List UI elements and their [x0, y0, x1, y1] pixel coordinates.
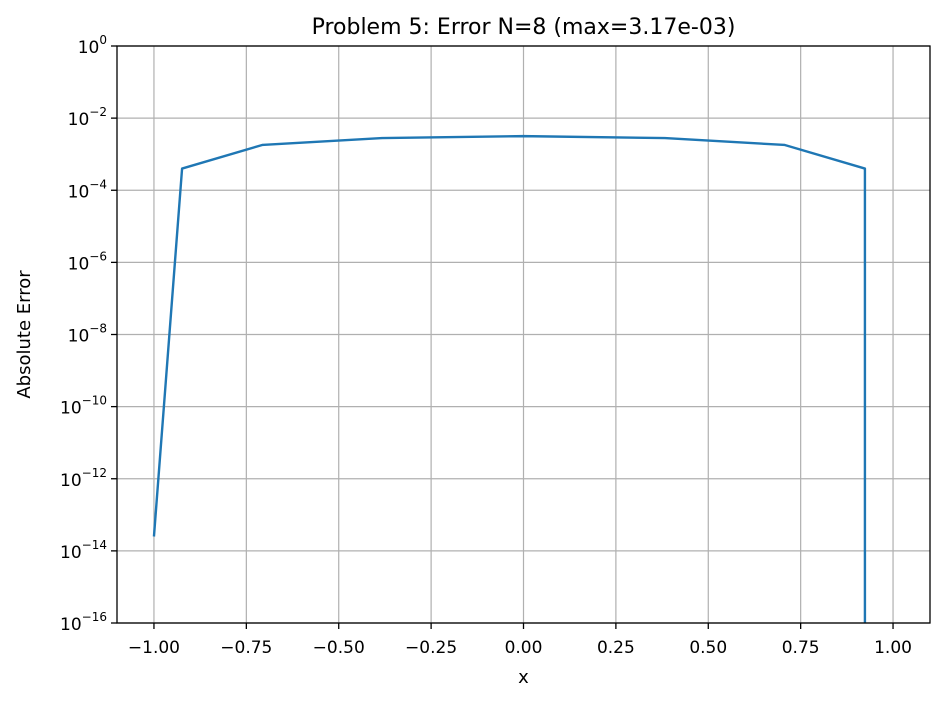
y-tick-label: 10−4 — [68, 177, 107, 202]
x-tick-label: −0.25 — [405, 638, 457, 658]
x-tick-label: −0.50 — [313, 638, 365, 658]
y-tick-label: 10−10 — [60, 394, 107, 419]
x-tick-label: 0.25 — [597, 638, 635, 658]
series-layer — [152, 134, 867, 623]
error-series-line — [152, 134, 867, 623]
grid-lines — [117, 45, 930, 624]
x-tick-label: 1.00 — [874, 638, 912, 658]
y-axis-label: Absolute Error — [14, 270, 35, 399]
x-tick-label: 0.00 — [505, 638, 543, 658]
x-tick-label: −0.75 — [220, 638, 272, 658]
x-tick-label: 0.50 — [689, 638, 727, 658]
x-axis-label: x — [518, 667, 529, 688]
y-tick-label: 10−6 — [68, 249, 107, 274]
y-tick-label: 100 — [78, 33, 107, 58]
y-tick-label: 10−14 — [60, 538, 107, 563]
axis-ticks: −1.00 −0.75 −0.50 −0.25 0.00 0.25 0.50 0.75 1.00… — [60, 33, 912, 658]
x-tick-label: 0.75 — [782, 638, 820, 658]
y-tick-label: 10−2 — [68, 105, 107, 130]
y-tick-label: 10−12 — [60, 466, 107, 491]
y-tick-label: 10−8 — [68, 322, 107, 347]
chart-title: Problem 5: Error N=8 (max=3.17e-03) — [312, 15, 736, 40]
y-tick-label: 10−16 — [60, 610, 107, 635]
x-tick-label: −1.00 — [128, 638, 180, 658]
